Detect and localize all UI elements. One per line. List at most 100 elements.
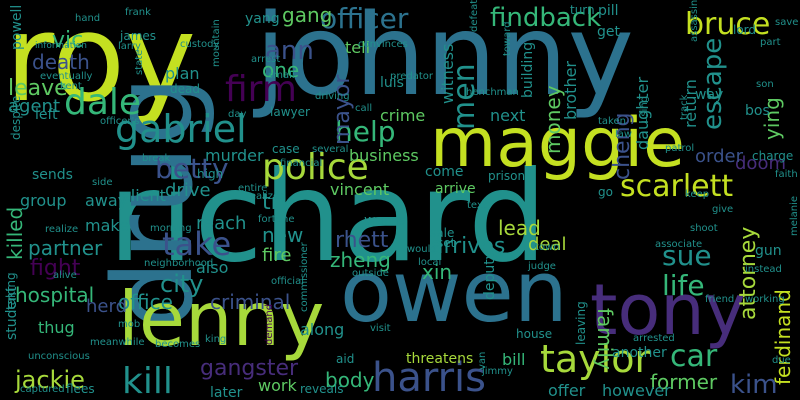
word-police: police [262, 147, 369, 188]
word-keep: keep [685, 189, 710, 200]
word-using: using [639, 95, 650, 123]
word-taken: taken [598, 116, 626, 127]
word-mob: mob [118, 319, 141, 330]
word-arrested: arrested [633, 333, 675, 344]
word-new: new [262, 223, 304, 247]
word-findback: findback [490, 3, 602, 33]
word-assassin: assassin [689, 0, 700, 43]
word-charge: charge [752, 149, 794, 163]
word-house: house [516, 327, 553, 341]
word-associate: associate [655, 239, 703, 250]
word-vincent: vincent [330, 180, 390, 199]
word-another: another [612, 345, 667, 361]
word-officer: officer [320, 2, 409, 35]
word-day: day [228, 109, 247, 120]
word-one: one [262, 58, 300, 82]
word-order: order [695, 146, 743, 167]
word-gangster: gangster [200, 356, 299, 381]
word-eventually: eventually [40, 71, 93, 82]
word-text: text [467, 200, 487, 211]
word-financial: financial [280, 158, 323, 169]
word-hand: hand [75, 13, 101, 24]
word-body: body [325, 368, 375, 392]
word-custody: custody [180, 39, 220, 50]
word-realize: realize [45, 224, 79, 235]
word-reach: reach [196, 213, 247, 234]
word-group: group [20, 191, 67, 210]
word-instead: instead [745, 264, 782, 275]
word-arrest: arrest [251, 54, 281, 65]
word-herd: herd [86, 296, 127, 317]
word-try: try [262, 190, 293, 215]
word-larry: larry [118, 41, 141, 52]
word-city: city [160, 270, 204, 298]
word-driving: driving [315, 91, 350, 102]
word-call: call [355, 103, 373, 114]
word-lenny: lenny [118, 275, 325, 363]
word-death: death [32, 50, 90, 74]
word-hospital: hospital [15, 283, 95, 307]
word-side: side [92, 177, 113, 188]
word-however: however [602, 381, 671, 400]
word-taking: taking [4, 272, 18, 310]
word-johnny: johnny [255, 0, 634, 121]
word-firm: firm [225, 69, 297, 110]
word-tony: tony [590, 269, 747, 351]
word-witness: witness [438, 43, 457, 104]
word-roy: roy [5, 0, 197, 129]
word-agent: agent [8, 96, 60, 117]
word-escape: escape [698, 37, 728, 130]
word-sue: sue [662, 239, 712, 272]
word-bruce: bruce [685, 7, 771, 42]
word-neighborhood: neighborhood [144, 258, 214, 269]
word-officer-s: officer's [100, 116, 140, 127]
word-gang: gang [282, 3, 333, 27]
word-judge: judge [528, 261, 556, 272]
word-come: come [425, 164, 464, 180]
word-vic: vic [52, 28, 84, 53]
word-zheng: zheng [330, 248, 391, 272]
word-owen: owen [340, 243, 568, 342]
word-lord: lord [733, 23, 757, 37]
word-left: left [35, 107, 58, 123]
word-doom: doom [735, 153, 786, 174]
word-get: get [597, 24, 620, 40]
word-morning: morning [150, 223, 192, 234]
word-fire: fire [262, 245, 292, 266]
word-visit: visit [370, 323, 391, 334]
word-sends: sends [32, 167, 73, 183]
word-former: former [650, 370, 718, 394]
word-jimmy: jimmy [482, 366, 513, 377]
word-scarlett: scarlett [620, 169, 734, 204]
word-way: way [695, 87, 724, 103]
word-dead: dead [170, 82, 200, 96]
word-turn: turn [570, 3, 595, 17]
word-warns: warns [364, 213, 406, 229]
word-away: away [85, 191, 128, 210]
word-taylor: taylor [540, 337, 651, 381]
word-threatens: threatens [406, 351, 474, 367]
word-luis: luis [380, 75, 404, 91]
word-flees: flees [66, 382, 95, 396]
word-defeat: defeat [469, 0, 480, 33]
word-law: law [615, 129, 633, 140]
word-leaving: leaving [574, 301, 588, 345]
word-official: official [271, 276, 304, 287]
word-murder: murder [205, 146, 264, 165]
word-criminal: criminal [210, 290, 291, 314]
word-dale: dale [64, 82, 142, 123]
word-client: client [122, 186, 166, 205]
word-make: make [85, 216, 129, 235]
word-shoot: shoot [690, 223, 718, 234]
word-bos: bos [745, 103, 770, 119]
word-alive: alive [53, 270, 77, 281]
word-xin: xin [422, 260, 453, 284]
word-demand: demand [264, 303, 275, 345]
word-toward: toward [502, 21, 513, 56]
word-maggie: maggie [430, 104, 685, 183]
word-give: give [712, 204, 734, 215]
word-ann: ann [265, 36, 314, 66]
word-prison: prison [488, 169, 526, 183]
word-harris: harris [372, 355, 487, 400]
